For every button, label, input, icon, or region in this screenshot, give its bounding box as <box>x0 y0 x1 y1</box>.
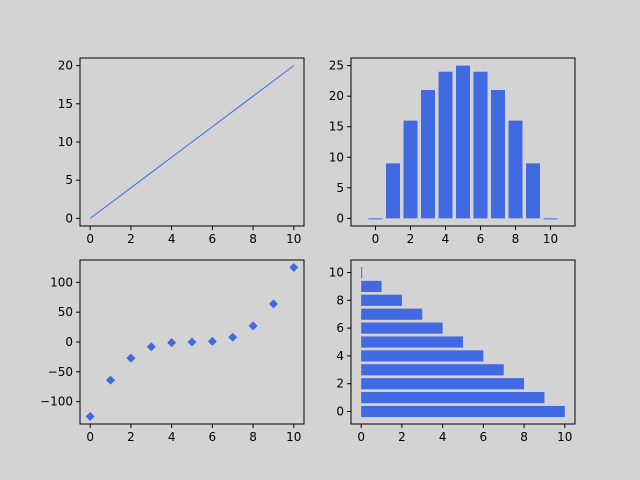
y-tick-label: 0 <box>65 335 73 349</box>
x-tick-label: 2 <box>407 232 415 246</box>
bar <box>361 364 504 376</box>
x-tick-label: 4 <box>442 232 450 246</box>
scatter-point <box>289 262 299 272</box>
bar <box>368 218 383 220</box>
bar <box>403 120 418 219</box>
bar <box>361 336 463 348</box>
y-tick-label: 25 <box>329 59 344 73</box>
y-tick-label: −100 <box>40 395 73 409</box>
scatter-chart-panel: 0 2 4 6 8 10 −100 −50 0 50 100 <box>40 259 305 444</box>
x-tick-label: 8 <box>512 232 520 246</box>
x-tick-label: 6 <box>480 430 488 444</box>
bar <box>361 350 484 362</box>
bar <box>438 71 453 219</box>
scatter-point <box>106 375 116 385</box>
x-tick-label: 0 <box>86 430 94 444</box>
scatter-point <box>85 412 95 422</box>
line-chart-panel: 0 2 4 6 8 10 0 5 10 15 20 <box>58 57 305 246</box>
bar <box>526 163 540 219</box>
bar <box>361 294 402 306</box>
y-tick-label: 6 <box>336 321 344 335</box>
bar <box>361 266 363 279</box>
x-tick-label: 6 <box>209 430 217 444</box>
scatter-point <box>248 321 258 331</box>
horizontal-bar-chart-panel: 0 2 4 6 8 10 0 2 4 6 8 10 <box>329 259 576 444</box>
y-tick-label: 5 <box>336 181 344 195</box>
y-tick-label: 2 <box>336 377 344 391</box>
y-tick-label: 8 <box>336 293 344 307</box>
y-tick-label: 50 <box>58 305 73 319</box>
bar <box>361 405 565 418</box>
scatter-point <box>187 337 197 347</box>
x-tick-label: 0 <box>357 430 365 444</box>
x-tick-label: 10 <box>286 430 301 444</box>
scatter-point <box>228 332 238 342</box>
bar <box>543 218 558 220</box>
bar <box>361 322 443 334</box>
x-tick-label: 8 <box>249 430 257 444</box>
y-tick-label: 15 <box>329 120 344 134</box>
bar <box>361 392 545 404</box>
x-tick-label: 2 <box>127 430 135 444</box>
x-tick-label: 0 <box>86 232 94 246</box>
axes-frame <box>350 259 576 425</box>
bar-chart-panel: 0 2 4 6 8 10 0 5 10 15 20 25 <box>329 57 576 246</box>
bar <box>456 65 470 219</box>
bar <box>361 280 382 292</box>
x-tick-label: 2 <box>398 430 406 444</box>
x-tick-label: 0 <box>372 232 380 246</box>
scatter-point <box>126 353 136 363</box>
x-tick-label: 10 <box>286 232 301 246</box>
bar <box>491 90 505 219</box>
y-tick-label: 20 <box>329 89 344 103</box>
scatter-point <box>146 342 156 352</box>
bar <box>508 120 523 219</box>
scatter-point <box>167 338 177 348</box>
y-tick-label: −50 <box>48 365 73 379</box>
bar <box>361 378 525 390</box>
y-tick-label: 10 <box>58 135 73 149</box>
x-tick-label: 4 <box>168 430 176 444</box>
x-tick-label: 4 <box>439 430 447 444</box>
series-line <box>89 65 295 219</box>
bar <box>361 308 423 320</box>
x-tick-label: 10 <box>543 232 558 246</box>
y-tick-label: 15 <box>58 97 73 111</box>
x-tick-label: 10 <box>557 430 572 444</box>
y-tick-label: 20 <box>58 59 73 73</box>
y-tick-label: 4 <box>336 349 344 363</box>
y-tick-label: 5 <box>65 173 73 187</box>
x-tick-label: 2 <box>127 232 135 246</box>
y-tick-label: 0 <box>65 211 73 225</box>
y-tick-label: 0 <box>336 211 344 225</box>
x-tick-label: 8 <box>520 430 528 444</box>
axes-frame <box>350 57 576 227</box>
x-tick-label: 4 <box>168 232 176 246</box>
x-tick-label: 8 <box>249 232 257 246</box>
y-tick-label: 100 <box>50 275 73 289</box>
scatter-point <box>268 299 278 309</box>
x-tick-label: 6 <box>209 232 217 246</box>
y-tick-label: 10 <box>329 266 344 280</box>
bar <box>473 71 488 219</box>
x-tick-label: 6 <box>477 232 485 246</box>
y-tick-label: 0 <box>336 404 344 418</box>
scatter-point <box>207 336 217 346</box>
bar <box>386 163 400 219</box>
bar <box>421 90 435 219</box>
y-tick-label: 10 <box>329 150 344 164</box>
